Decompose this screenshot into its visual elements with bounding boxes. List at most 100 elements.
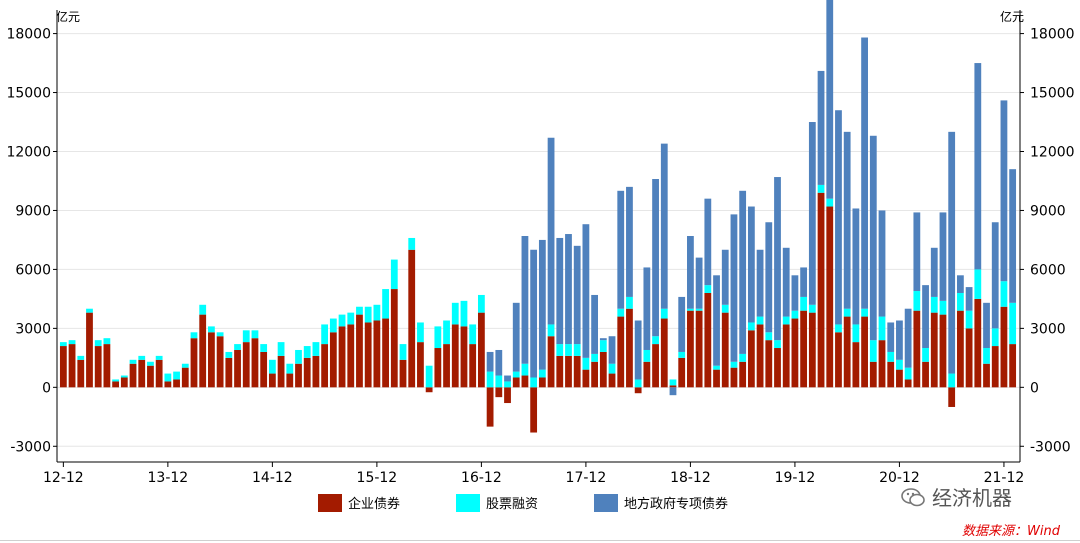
bar-segment-s1-56: [547, 324, 555, 337]
bar-segment-s2-75: [713, 275, 720, 366]
bar-segment-s1-51: [504, 381, 511, 388]
bar-segment-s1-80: [756, 316, 764, 325]
x-tick-label: 12-12: [43, 470, 84, 486]
bar-segment-s1-61: [591, 353, 599, 362]
bar-segment-s1-13: [173, 371, 180, 380]
bar-segment-s0-57: [556, 355, 564, 388]
bar-segment-s0-75: [713, 369, 720, 388]
bar-segment-s1-102: [948, 373, 956, 388]
bar-segment-s0-68: [652, 344, 659, 388]
bar-segment-s0-14: [181, 367, 189, 388]
bar-segment-s2-92: [861, 37, 868, 309]
bar-segment-s0-60: [582, 369, 590, 388]
bar-segment-s1-96: [896, 359, 903, 370]
bar-segment-s0-76: [721, 312, 729, 388]
bar-segment-s1-4: [94, 340, 102, 347]
x-tick-label: 19-12: [775, 470, 816, 486]
bar-segment-s2-70: [669, 387, 677, 396]
bar-segment-s1-39: [399, 344, 407, 360]
bar-segment-s2-88: [826, 0, 834, 199]
bar-segment-s0-71: [678, 357, 686, 388]
bar-segment-s0-4: [94, 346, 102, 388]
bar-segment-s0-42: [425, 387, 433, 393]
legend-item-corporate-bonds: 企业债券: [318, 493, 400, 512]
bar-segment-s0-93: [869, 361, 877, 388]
bar-segment-s1-84: [791, 310, 799, 319]
bar-segment-s1-23: [260, 344, 268, 352]
bar-segment-s2-58: [565, 234, 572, 345]
bar-segment-s1-6: [112, 379, 120, 382]
bar-segment-s1-17: [208, 326, 215, 333]
bar-segment-s2-81: [765, 222, 773, 333]
bar-segment-s1-90: [843, 308, 851, 317]
bar-segment-s2-95: [887, 322, 895, 352]
bar-segment-s0-89: [835, 332, 842, 388]
bar-segment-s0-37: [382, 318, 389, 388]
bar-segment-s0-92: [861, 316, 868, 388]
bar-segment-s1-66: [634, 379, 642, 388]
bar-segment-s0-98: [913, 310, 921, 388]
bar-segment-s0-90: [843, 316, 851, 388]
bar-segment-s1-7: [120, 375, 128, 378]
bar-segment-s1-38: [390, 259, 398, 290]
bar-segment-s1-34: [356, 306, 363, 315]
bar-segment-s0-29: [312, 355, 320, 388]
bar-segment-s2-99: [922, 285, 929, 349]
bar-segment-s1-62: [599, 340, 607, 352]
bar-segment-s0-91: [852, 342, 860, 388]
bar-segment-s0-101: [939, 314, 947, 388]
bar-segment-s2-96: [896, 320, 903, 360]
bar-segment-s0-106: [983, 363, 990, 388]
bar-segment-s1-0: [59, 342, 67, 347]
bar-segment-s0-30: [321, 344, 329, 388]
bar-segment-s0-44: [443, 344, 450, 388]
bar-segment-s1-82: [774, 340, 781, 349]
bar-segment-s2-105: [974, 63, 982, 270]
bar-segment-s0-54: [530, 387, 538, 433]
bar-segment-s1-68: [652, 336, 659, 345]
bar-segment-s0-78: [739, 361, 747, 388]
bar-segment-s2-53: [521, 236, 529, 364]
bar-segment-s0-34: [356, 314, 363, 388]
bar-segment-s0-82: [774, 348, 781, 388]
bar-segment-s0-103: [956, 310, 964, 388]
bar-segment-s2-52: [512, 302, 520, 372]
bar-segment-s0-88: [826, 206, 834, 388]
y-tick-label-right: 18000: [1030, 27, 1075, 43]
bar-segment-s1-106: [983, 348, 990, 364]
bar-segment-s2-94: [878, 210, 886, 317]
bar-segment-s0-49: [486, 387, 494, 427]
bar-segment-s2-85: [800, 267, 808, 297]
bar-segment-s0-109: [1009, 344, 1017, 388]
bar-segment-s0-12: [164, 381, 172, 388]
bar-segment-s1-73: [695, 308, 703, 311]
bar-segment-s1-29: [312, 342, 320, 356]
bar-segment-s1-71: [678, 351, 686, 358]
bar-segment-s1-60: [582, 357, 590, 370]
bar-segment-s0-73: [695, 310, 703, 388]
bar-segment-s0-22: [251, 338, 259, 388]
bar-segment-s1-19: [225, 351, 233, 358]
bar-segment-s2-101: [939, 212, 947, 301]
bar-segment-s2-79: [747, 206, 755, 323]
bar-segment-s1-5: [103, 338, 111, 345]
bar-segment-s2-87: [817, 70, 825, 185]
bar-segment-s1-70: [669, 379, 677, 386]
bar-segment-s2-93: [869, 135, 877, 341]
bar-segment-s1-97: [904, 367, 912, 380]
bar-segment-s1-100: [930, 296, 938, 313]
bar-segment-s0-72: [687, 310, 694, 388]
bar-segment-s0-59: [573, 355, 581, 388]
bar-segment-s1-31: [329, 318, 337, 333]
bar-segment-s1-14: [181, 363, 189, 368]
bar-segment-s0-58: [565, 355, 572, 388]
bar-segment-s2-68: [652, 179, 659, 337]
bar-segment-s0-25: [277, 355, 285, 388]
bar-segment-s2-89: [835, 110, 842, 325]
y-tick-label-right: 12000: [1030, 144, 1075, 160]
bar-segment-s0-55: [538, 377, 546, 388]
bar-segment-s0-107: [991, 346, 999, 388]
bar-segment-s0-18: [216, 336, 224, 388]
bar-segment-s1-30: [321, 324, 329, 345]
bar-segment-s2-104: [965, 287, 973, 311]
